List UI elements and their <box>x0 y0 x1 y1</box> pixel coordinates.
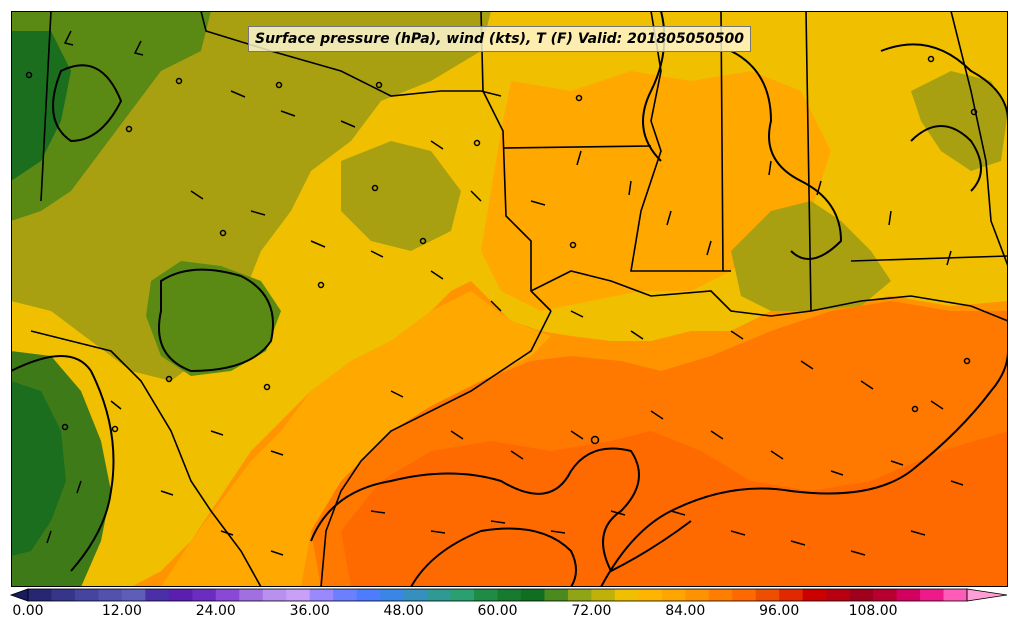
land-orange-south-region <box>161 291 551 587</box>
colorbar-segment <box>943 589 968 601</box>
colorbar-segment <box>145 589 170 601</box>
colorbar-tick-label: 24.00 <box>195 603 236 619</box>
colorbar-segment <box>239 589 264 601</box>
colorbar-segment <box>896 589 921 601</box>
colorbar-segment <box>732 589 757 601</box>
colorbar-segment <box>98 589 123 601</box>
colorbar-segment <box>474 589 498 601</box>
calm-wind-circles <box>25 55 978 445</box>
colorbar-tick-label: 12.00 <box>101 603 142 619</box>
colorbar-segment <box>333 589 358 601</box>
colorbar-tick-label: 0.00 <box>12 603 44 619</box>
colorbar-segment <box>497 589 522 601</box>
colorbar-segment <box>591 589 616 601</box>
olive-patch-east <box>731 201 891 311</box>
colorbar-segment <box>403 589 428 601</box>
colorbar-segment <box>567 589 592 601</box>
dark-green-patch-nw <box>11 31 71 181</box>
wind-barbs <box>46 30 964 556</box>
colorbar-segment <box>380 589 405 601</box>
colorbar-segment <box>450 589 475 601</box>
colorbar-segment <box>168 589 193 601</box>
colorbar-segment <box>544 589 569 601</box>
colorbar-segment <box>427 589 452 601</box>
colorbar-segment <box>802 589 827 601</box>
colorbar <box>9 588 1008 602</box>
colorbar-segment <box>638 589 663 601</box>
colorbar-tick-label: 48.00 <box>383 603 424 619</box>
colorbar-segment <box>192 589 217 601</box>
map-panel: Surface pressure (hPa), wind (kts), T (F… <box>11 11 1008 587</box>
colorbar-segment <box>28 589 52 601</box>
colorbar-segment <box>873 589 898 601</box>
colorbar-segment <box>920 589 945 601</box>
colorbar-segment <box>74 589 99 601</box>
colorbar-segment <box>685 589 710 601</box>
colorbar-segment <box>826 589 851 601</box>
olive-patch-central <box>341 141 461 251</box>
colorbar-segment <box>779 589 804 601</box>
colorbar-frame <box>27 588 968 602</box>
colorbar-tick-label: 84.00 <box>665 603 706 619</box>
state-boundaries <box>30 11 1008 587</box>
colorbar-segment <box>520 589 545 601</box>
colorbar-segment <box>51 589 76 601</box>
colorbar-under-arrow <box>9 588 29 602</box>
colorbar-tick-label: 72.00 <box>571 603 612 619</box>
colorbar-segment <box>708 589 733 601</box>
map-title: Surface pressure (hPa), wind (kts), T (F… <box>248 26 752 52</box>
green-patch-texas <box>146 261 281 376</box>
map-frame <box>11 11 1008 587</box>
isobar-contours <box>11 11 1008 587</box>
colorbar-segment <box>121 589 146 601</box>
colorbar-tick-label: 36.00 <box>289 603 330 619</box>
dark-green-patch <box>11 381 66 556</box>
colorbar-tick-label: 60.00 <box>477 603 518 619</box>
colorbar-segment <box>262 589 287 601</box>
temperature-map <box>11 11 1008 587</box>
colorbar-over-arrow <box>966 588 1008 602</box>
colorbar-segment <box>755 589 780 601</box>
colorbar-segment <box>215 589 240 601</box>
colorbar-segment <box>309 589 334 601</box>
colorbar-tick-label: 96.00 <box>759 603 800 619</box>
colorbar-segment <box>614 589 639 601</box>
colorbar-segment <box>849 589 874 601</box>
colorbar-tick-label: 108.00 <box>848 603 898 619</box>
colorbar-segment <box>356 589 381 601</box>
colorbar-segment <box>661 589 686 601</box>
olive-patch-northeast <box>911 71 1008 171</box>
colorbar-segment <box>286 589 311 601</box>
